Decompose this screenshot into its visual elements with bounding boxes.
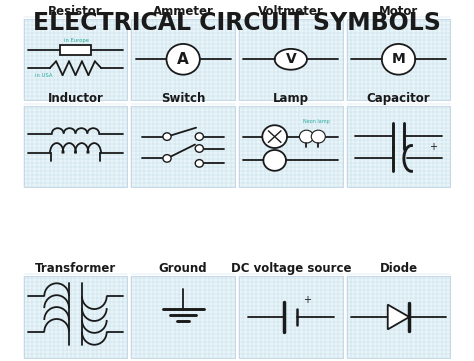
- Circle shape: [262, 125, 287, 148]
- Text: Voltmeter: Voltmeter: [258, 5, 324, 18]
- Text: Switch: Switch: [161, 92, 205, 105]
- Text: +: +: [429, 142, 437, 152]
- Text: Resistor: Resistor: [48, 5, 103, 18]
- Bar: [131, 106, 235, 187]
- Circle shape: [163, 155, 171, 162]
- Bar: [24, 277, 127, 358]
- Polygon shape: [388, 305, 409, 329]
- Bar: [60, 45, 91, 55]
- Circle shape: [195, 160, 203, 167]
- Circle shape: [195, 145, 203, 152]
- Bar: [131, 277, 235, 358]
- Text: M: M: [392, 52, 405, 66]
- Text: Neon lamp: Neon lamp: [303, 119, 330, 124]
- Circle shape: [300, 130, 313, 143]
- Bar: [239, 19, 343, 100]
- Text: in USA: in USA: [35, 73, 52, 78]
- Text: A: A: [177, 52, 189, 67]
- Bar: [347, 106, 450, 187]
- Text: Lamp: Lamp: [273, 92, 309, 105]
- Text: ELECTRICAL CIRCUIT SYMBOLS: ELECTRICAL CIRCUIT SYMBOLS: [33, 11, 441, 35]
- Circle shape: [311, 130, 325, 143]
- Bar: [131, 19, 235, 100]
- Text: Ground: Ground: [159, 262, 208, 275]
- Circle shape: [163, 133, 171, 140]
- Text: Diode: Diode: [380, 262, 418, 275]
- Bar: [239, 277, 343, 358]
- Circle shape: [166, 44, 200, 75]
- Text: Motor: Motor: [379, 5, 418, 18]
- Text: V: V: [285, 52, 296, 66]
- Bar: [239, 106, 343, 187]
- Circle shape: [382, 44, 415, 75]
- Bar: [24, 106, 127, 187]
- Ellipse shape: [275, 49, 307, 70]
- Bar: [347, 277, 450, 358]
- Text: +: +: [303, 295, 311, 305]
- Text: Inductor: Inductor: [47, 92, 103, 105]
- Text: Ammeter: Ammeter: [153, 5, 214, 18]
- Bar: [24, 19, 127, 100]
- Text: DC voltage source: DC voltage source: [230, 262, 351, 275]
- Text: Capacitor: Capacitor: [367, 92, 430, 105]
- Circle shape: [264, 150, 286, 171]
- Circle shape: [195, 133, 203, 140]
- Bar: [347, 19, 450, 100]
- Text: Transformer: Transformer: [35, 262, 116, 275]
- Text: in Europe: in Europe: [64, 38, 89, 43]
